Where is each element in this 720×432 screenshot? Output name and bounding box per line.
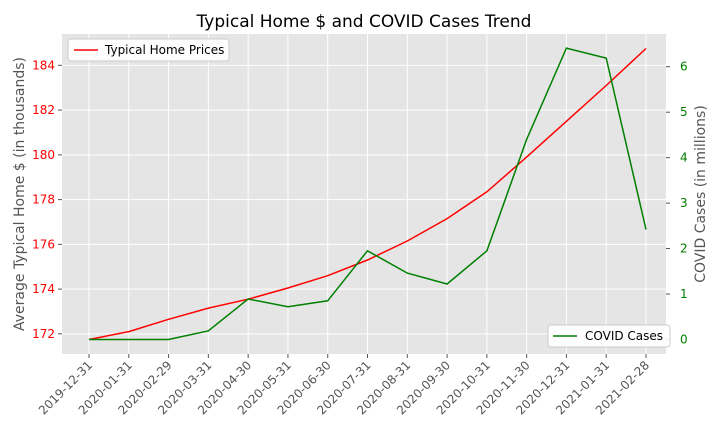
y-right-tick-label: 4 [680, 151, 688, 165]
y-right-tick-label: 1 [680, 287, 688, 301]
y-right-tick-label: 6 [680, 60, 688, 74]
series-layer [88, 47, 647, 341]
legend-label-covid-cases: COVID Cases [585, 329, 663, 343]
chart-title: Typical Home $ and COVID Cases Trend [196, 12, 532, 32]
y-left-tick-label: 174 [32, 282, 55, 296]
y-right-tick-label: 0 [680, 332, 688, 346]
series-line-covid-cases [89, 47, 647, 341]
legend-home-prices: Typical Home Prices [67, 38, 230, 62]
y-axis-right-label: COVID Cases (in millions) [693, 105, 709, 283]
y-left-tick-label: 182 [32, 103, 55, 117]
y-left-tick-label: 184 [32, 58, 55, 72]
plot-area [62, 34, 666, 354]
y-right-tick-label: 3 [680, 196, 688, 210]
y-left-tick-label: 180 [32, 148, 55, 162]
y-left-tick-label: 178 [32, 193, 55, 207]
y-left-tick-label: 176 [32, 237, 55, 251]
legend-box [67, 38, 230, 62]
y-right-tick-label: 2 [680, 242, 688, 256]
legend-box [547, 324, 671, 348]
y-axis-left-label: Average Typical Home $ (in thousands) [12, 57, 28, 331]
y-left-tick-label: 172 [32, 327, 55, 341]
legend-label-home-prices: Typical Home Prices [104, 43, 224, 57]
legend-covid-cases: COVID Cases [547, 324, 671, 348]
grid [62, 34, 666, 354]
y-right-tick-label: 5 [680, 105, 688, 119]
series-line-typical-home-prices [88, 47, 647, 341]
